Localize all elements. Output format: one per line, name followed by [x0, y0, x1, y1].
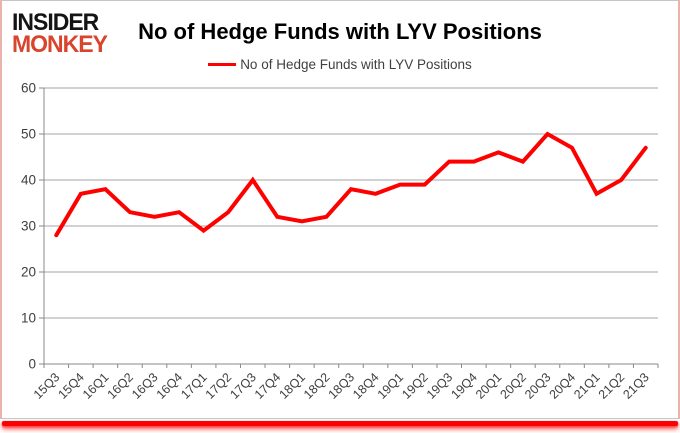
x-axis-label: 16Q2: [105, 370, 137, 402]
x-axis-label: 15Q4: [55, 370, 87, 402]
logo-line2: MONKEY: [12, 29, 108, 58]
x-axis-label: 19Q3: [424, 370, 456, 402]
x-axis-label: 20Q3: [522, 370, 554, 402]
x-axis-label: 15Q3: [31, 370, 63, 402]
legend-line-swatch: [208, 63, 237, 66]
x-axis-label: 21Q2: [596, 370, 628, 402]
x-axis-label: 18Q2: [301, 370, 333, 402]
y-axis-label: 40: [21, 173, 36, 188]
y-axis-label: 10: [21, 311, 36, 326]
y-axis-label: 0: [28, 357, 36, 372]
bottom-red-bar: [2, 421, 678, 426]
x-axis-label: 17Q2: [203, 370, 235, 402]
x-axis-label: 18Q3: [326, 370, 358, 402]
x-axis-label: 19Q4: [448, 370, 480, 402]
x-axis-label: 19Q2: [399, 370, 431, 402]
x-axis-label: 21Q1: [571, 370, 603, 402]
x-axis-label: 17Q4: [252, 370, 284, 402]
insider-monkey-logo: INSIDER MONKEY: [12, 7, 108, 58]
chart-title: No of Hedge Funds with LYV Positions: [138, 19, 542, 44]
x-axis-label: 16Q3: [129, 370, 161, 402]
x-axis-label: 20Q4: [547, 370, 579, 402]
y-axis-label: 30: [21, 219, 36, 234]
chart-card: [0, 0, 680, 419]
x-axis-label: 18Q4: [350, 370, 382, 402]
y-axis-label: 50: [21, 127, 36, 142]
y-axis-label: 60: [21, 81, 36, 96]
y-axis-label: 20: [21, 265, 36, 280]
trend-line: [54, 131, 648, 238]
x-axis-label: 18Q1: [276, 370, 308, 402]
logo-line1: INSIDER: [12, 7, 99, 36]
x-axis-label: 17Q1: [178, 370, 210, 402]
x-axis-label: 17Q3: [227, 370, 259, 402]
chart-legend: No of Hedge Funds with LYV Positions: [0, 57, 680, 72]
x-axis-label: 16Q4: [154, 370, 186, 402]
x-axis-label: 20Q2: [498, 370, 530, 402]
x-axis-label: 20Q1: [473, 370, 505, 402]
x-axis-label: 21Q3: [620, 370, 652, 402]
x-axis-label: 19Q1: [375, 370, 407, 402]
x-axis-label: 16Q1: [80, 370, 112, 402]
legend-label: No of Hedge Funds with LYV Positions: [240, 57, 472, 72]
